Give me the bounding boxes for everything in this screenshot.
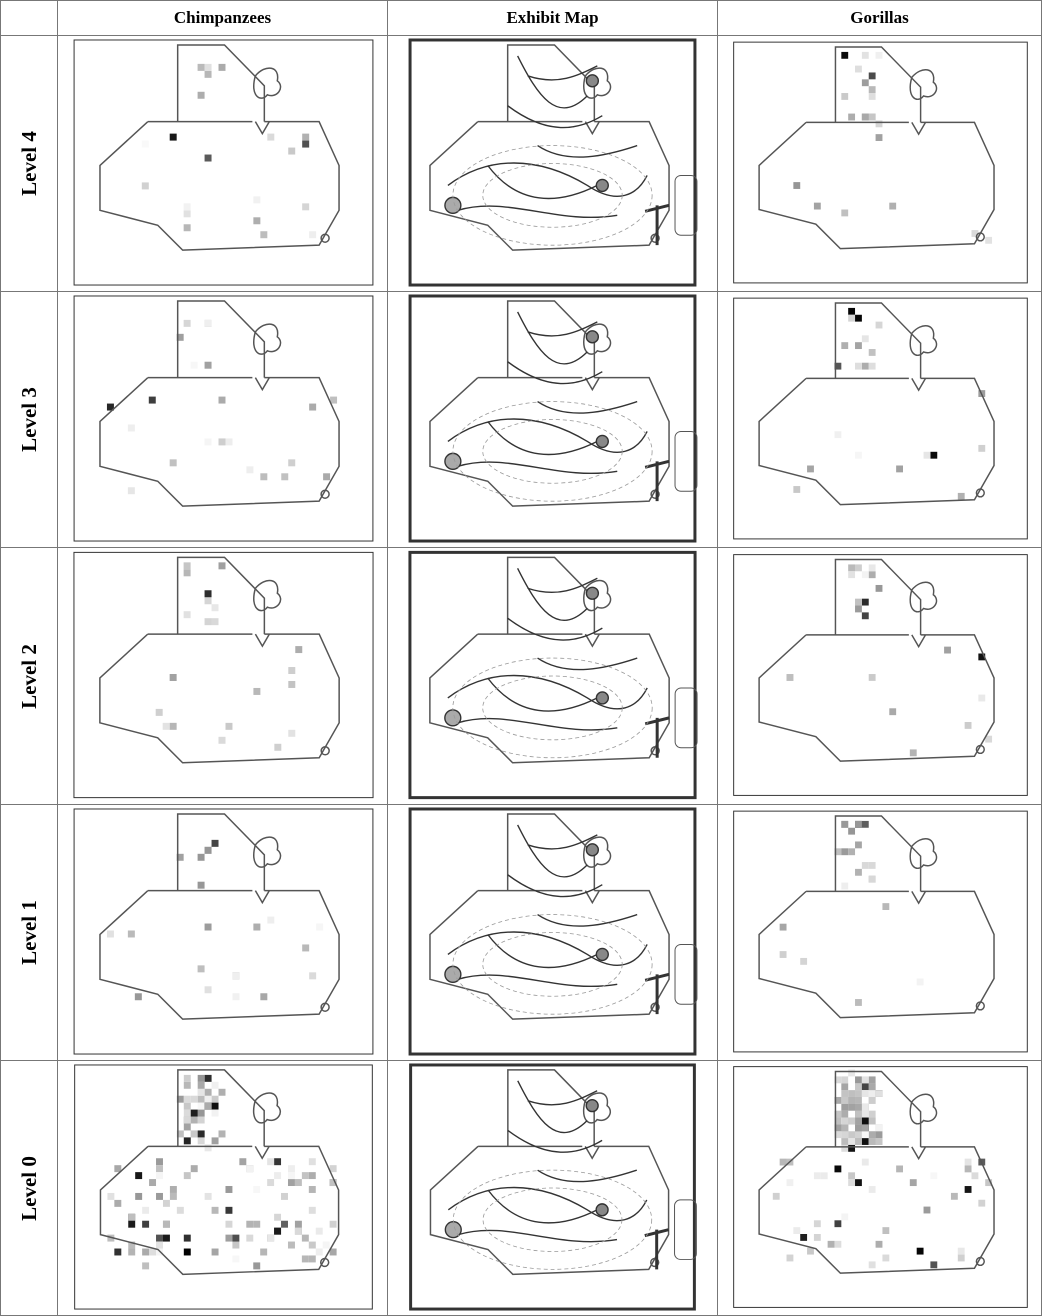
image-cell (718, 36, 1042, 292)
row-label: Level 0 (17, 1156, 42, 1221)
exhibit-map (388, 36, 717, 291)
figure-table: ChimpanzeesExhibit MapGorillas Level 4 Lev… (0, 0, 1042, 1316)
image-cell (388, 36, 718, 292)
image-cell (718, 548, 1042, 805)
exhibit-map (388, 805, 717, 1060)
heatmap (718, 292, 1041, 547)
image-cell (58, 805, 388, 1061)
heatmap (58, 805, 387, 1060)
heatmap (718, 548, 1041, 804)
image-cell (718, 805, 1042, 1061)
image-cell (388, 548, 718, 805)
image-cell (718, 1061, 1042, 1316)
exhibit-map (388, 292, 717, 547)
exhibit-map (388, 548, 717, 804)
image-cell (58, 292, 388, 548)
row-label: Level 4 (17, 131, 42, 196)
row-header: Level 1 (0, 805, 58, 1061)
row-label: Level 2 (17, 644, 42, 709)
column-header: Chimpanzees (58, 0, 388, 36)
image-cell (388, 292, 718, 548)
heatmap (58, 292, 387, 547)
heatmap (58, 1061, 387, 1315)
heatmap (718, 1061, 1041, 1315)
heatmap (58, 548, 387, 804)
row-header: Level 0 (0, 1061, 58, 1316)
row-header: Level 4 (0, 36, 58, 292)
exhibit-map (388, 1061, 717, 1315)
heatmap (718, 36, 1041, 291)
row-header: Level 3 (0, 292, 58, 548)
image-cell (58, 1061, 388, 1316)
heatmap (58, 36, 387, 291)
row-label: Level 3 (17, 387, 42, 452)
column-header: Exhibit Map (388, 0, 718, 36)
column-header: Gorillas (718, 0, 1042, 36)
corner-cell (0, 0, 58, 36)
image-cell (718, 292, 1042, 548)
image-cell (388, 1061, 718, 1316)
image-cell (58, 548, 388, 805)
image-cell (58, 36, 388, 292)
row-label: Level 1 (17, 900, 42, 965)
row-header: Level 2 (0, 548, 58, 805)
image-cell (388, 805, 718, 1061)
heatmap (718, 805, 1041, 1060)
